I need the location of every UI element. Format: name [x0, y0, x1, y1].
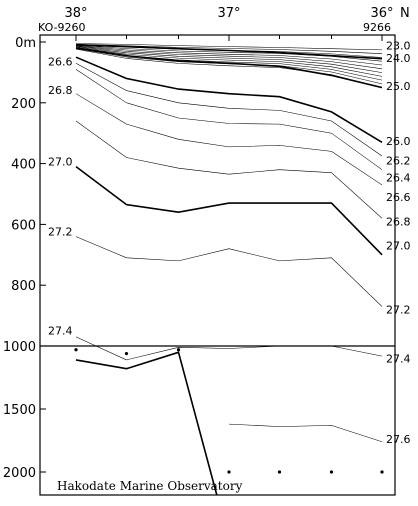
credit-text: Hakodate Marine Observatory — [57, 479, 243, 493]
station-dot — [176, 348, 181, 352]
y-tick-label: 1000 — [3, 340, 36, 355]
contour-labels: 26.6 26.8 27.0 27.2 27.4 23.024.0 25.0 26.0 26.2… — [48, 40, 411, 447]
contour-label: 26.2 — [386, 155, 411, 168]
contour-label: 24.0 — [386, 52, 411, 65]
contour-line — [75, 48, 383, 85]
station-dot — [329, 470, 334, 474]
y-tick-label: 0m — [15, 36, 36, 51]
y-tick-label: 200 — [11, 97, 36, 112]
contour-line — [75, 56, 383, 143]
station-dot — [380, 470, 384, 474]
station-label: KO-9260 — [38, 21, 86, 34]
station-label: 9266 — [363, 21, 391, 34]
x-tick-label: 38° — [64, 6, 87, 21]
y-tick-label: 1500 — [3, 403, 36, 418]
x-tick-label: 36° — [370, 6, 393, 21]
contour-line — [75, 45, 383, 66]
contour-line — [75, 336, 383, 361]
bottom-line — [75, 351, 218, 496]
y-tick-label: 2000 — [3, 466, 36, 481]
contour-line — [75, 44, 383, 62]
x-axis: 38° 37° 36° N KO-9260 9266 — [38, 6, 410, 41]
contour-label: 27.0 — [386, 240, 411, 253]
contour-label: 23.0 — [386, 40, 411, 53]
bottom-profile — [74, 348, 384, 496]
contour-line — [75, 236, 383, 307]
contour-label: 26.8 — [386, 215, 411, 228]
y-axis: 0m 200 400 600 800 1000 1500 2000 — [3, 36, 46, 481]
contour-line — [75, 46, 383, 73]
y-tick-label: 600 — [11, 218, 36, 233]
x-unit-label: N — [400, 6, 410, 21]
contour-line — [75, 69, 383, 170]
contour-line — [75, 63, 383, 157]
contour-line — [75, 93, 383, 186]
contour-label: 26.6 — [48, 55, 73, 68]
y-tick-label: 800 — [11, 279, 36, 294]
contour-line — [75, 47, 383, 77]
contour-label: 27.4 — [386, 353, 411, 366]
contour-label: 25.0 — [386, 80, 411, 93]
contour-line — [228, 423, 383, 443]
contour-label: 26.6 — [386, 191, 411, 204]
contour-line — [75, 120, 383, 219]
contour-line — [75, 43, 383, 51]
y-tick-label: 400 — [11, 158, 36, 173]
contour-lines — [75, 43, 383, 443]
contour-label: 26.0 — [386, 135, 411, 148]
contour-label: 27.0 — [48, 156, 73, 169]
x-tick-label: 37° — [217, 6, 240, 21]
station-dot — [124, 351, 129, 356]
station-dot — [227, 470, 231, 474]
contour-line — [75, 48, 383, 88]
contour-line — [75, 44, 383, 58]
contour-line — [75, 47, 383, 81]
contour-line — [75, 43, 383, 54]
plot-frame — [39, 34, 396, 496]
contour-label: 26.8 — [48, 84, 73, 97]
contour-line — [75, 46, 383, 70]
contour-label: 26.4 — [386, 171, 411, 184]
contour-line — [75, 165, 383, 256]
contour-label: 27.4 — [48, 324, 73, 337]
contour-label: 27.2 — [386, 304, 411, 317]
contour-label: 27.6 — [386, 433, 411, 446]
station-dot — [74, 348, 78, 352]
station-dot — [277, 470, 282, 474]
contour-label: 27.2 — [48, 226, 73, 239]
